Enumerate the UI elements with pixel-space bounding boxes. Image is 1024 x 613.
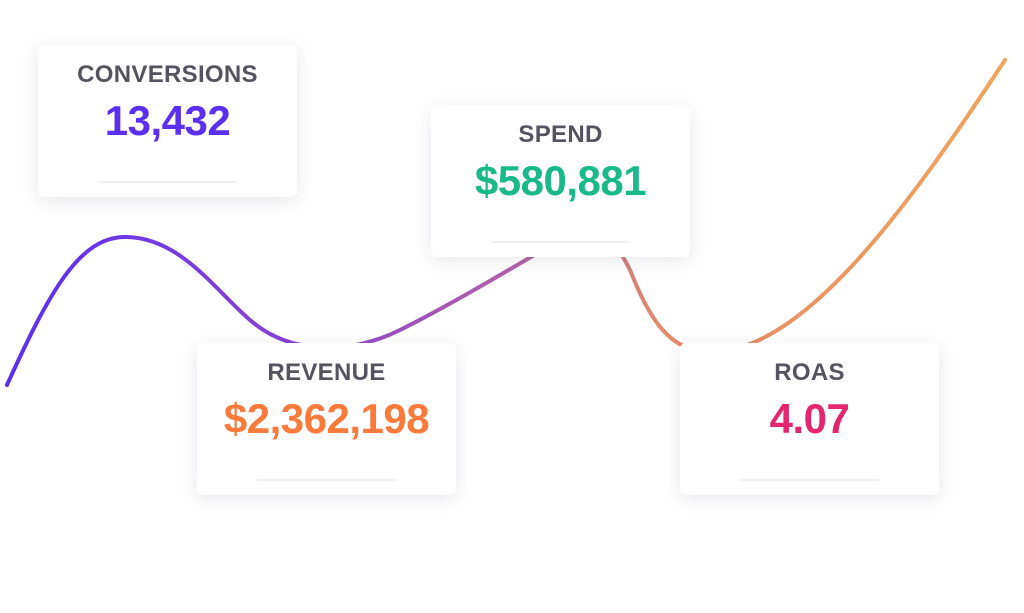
metric-card: SPEND $580,881 [431,105,690,257]
card-value: 4.07 [769,395,850,442]
card-label: SPEND [518,121,603,148]
card-rule [491,241,630,243]
card-rule [98,181,237,183]
curve-line [5,58,1007,387]
metric-card: CONVERSIONS 13,432 [38,45,297,197]
card-value: $580,881 [474,157,647,204]
card-label: CONVERSIONS [77,61,258,88]
metric-card: ROAS 4.07 [680,343,939,495]
card-value: $2,362,198 [223,395,430,442]
card-rule [257,479,396,481]
card-rule [740,479,879,481]
card-label: ROAS [774,359,845,386]
card-label: REVENUE [267,359,386,386]
card-value: 13,432 [104,97,231,144]
metric-card: REVENUE $2,362,198 [197,343,456,495]
